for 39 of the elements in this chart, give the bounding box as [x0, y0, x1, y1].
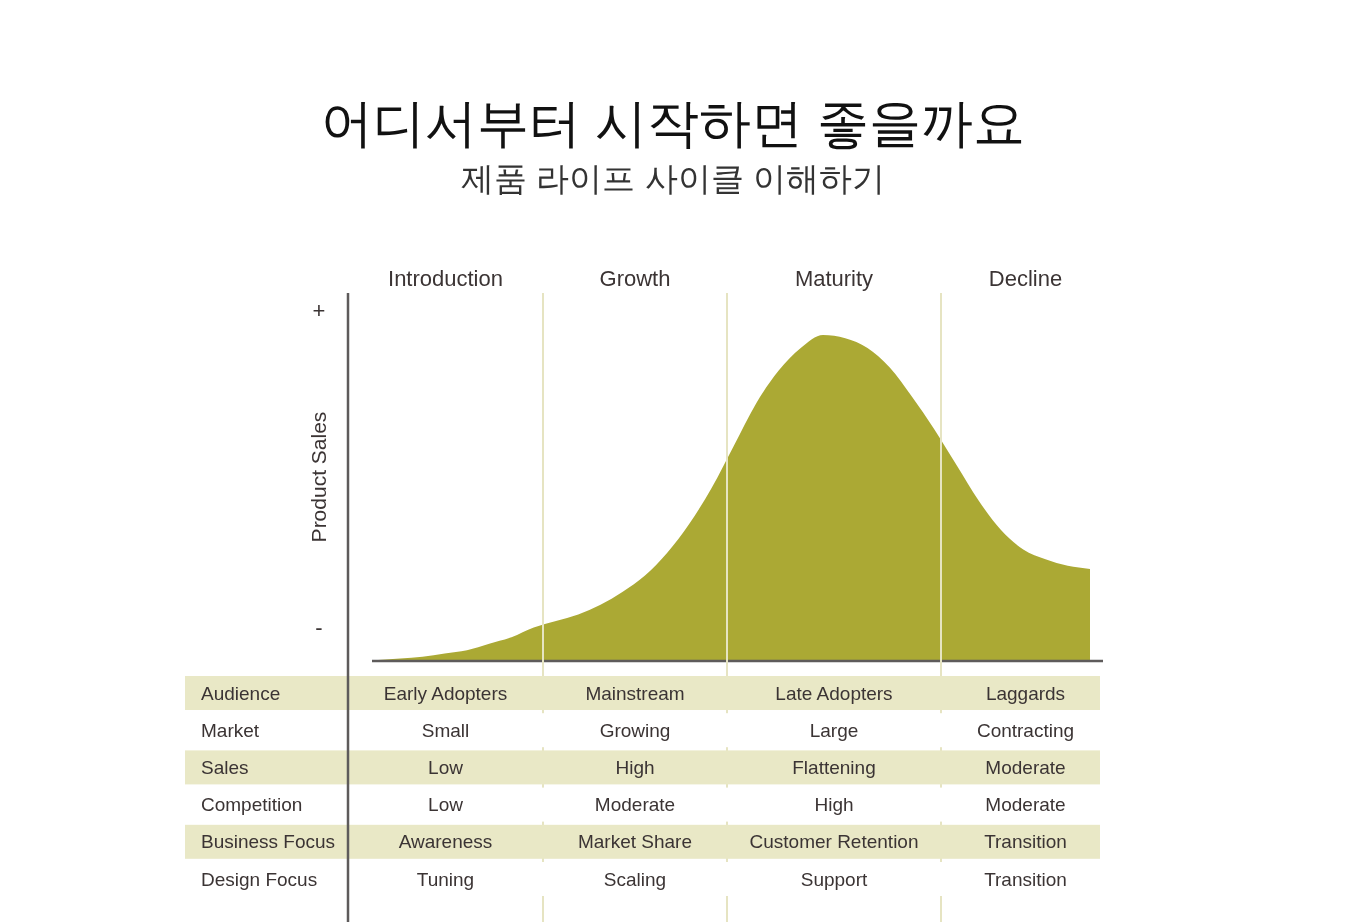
chart-title: 어디서부터 시작하면 좋을까요: [320, 94, 1026, 152]
category-label: Market: [201, 719, 260, 741]
y-axis-title: Product Sales: [306, 411, 330, 543]
text: Contracting: [976, 719, 1075, 741]
category-label: Competition: [201, 794, 303, 816]
category-label: Audience: [201, 682, 281, 704]
text: Late Adopters: [775, 682, 893, 704]
text: Awareness: [398, 831, 493, 853]
text: Large: [809, 719, 859, 741]
text: Customer Retention: [749, 831, 919, 853]
category-label: Growth: [599, 266, 671, 291]
text: -: [315, 614, 323, 640]
category-label: Sales: [201, 756, 249, 778]
text: Transition: [984, 868, 1067, 890]
category-label: Maturity: [794, 266, 874, 291]
text: Support: [800, 868, 868, 890]
text: Small: [421, 719, 470, 741]
text: Moderate: [985, 756, 1066, 778]
text: Laggards: [985, 682, 1066, 704]
text: Moderate: [594, 794, 676, 816]
chart-subtitle: 제품 라이프 사이클 이해하기: [461, 160, 885, 197]
category-label: Business Focus: [201, 831, 336, 853]
text: High: [615, 756, 655, 778]
text: Scaling: [603, 868, 667, 890]
text: Moderate: [985, 794, 1066, 816]
text: Low: [428, 756, 463, 778]
text: Low: [428, 794, 463, 816]
category-label: Decline: [988, 266, 1063, 291]
text: High: [814, 794, 854, 816]
category-label: Design Focus: [201, 868, 318, 890]
text: +: [312, 297, 326, 323]
text: Early Adopters: [383, 682, 508, 704]
text: Tuning: [416, 868, 475, 890]
text: Market Share: [577, 831, 693, 853]
text: Flattening: [792, 756, 876, 778]
text: Mainstream: [585, 682, 685, 704]
text: Transition: [984, 831, 1067, 853]
text: Growing: [599, 719, 671, 741]
category-label: Introduction: [388, 266, 503, 291]
